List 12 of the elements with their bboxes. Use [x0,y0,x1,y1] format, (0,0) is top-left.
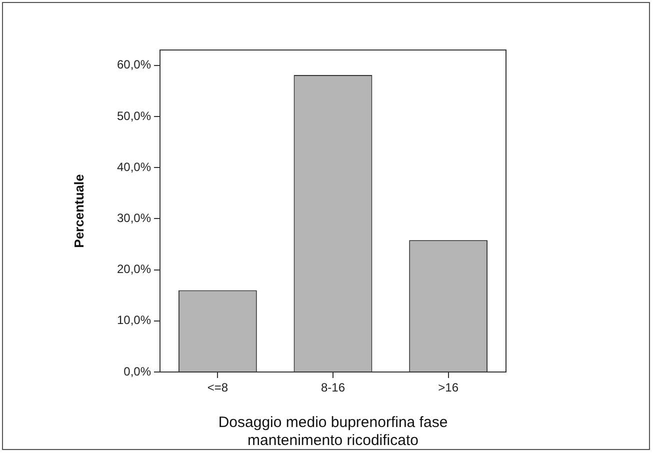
y-tick-label: 40,0% [116,160,152,174]
y-tick-label: 0,0% [124,364,152,378]
x-axis-title: Dosaggio medio buprenorfina fase mantenimento ricodificato [218,414,448,450]
y-tick-label: 60,0% [116,58,152,72]
y-tick-label: 10,0% [116,313,152,328]
y-tick-label: 50,0% [116,108,152,123]
x-tick-label: 8-16 [320,380,346,395]
y-tick-label: 20,0% [116,262,152,276]
x-tick-label: <=8 [207,380,228,395]
y-axis-title: Percentuale [71,174,86,248]
x-tick-label: >16 [438,380,459,395]
y-tick-label: 30,0% [116,210,152,225]
